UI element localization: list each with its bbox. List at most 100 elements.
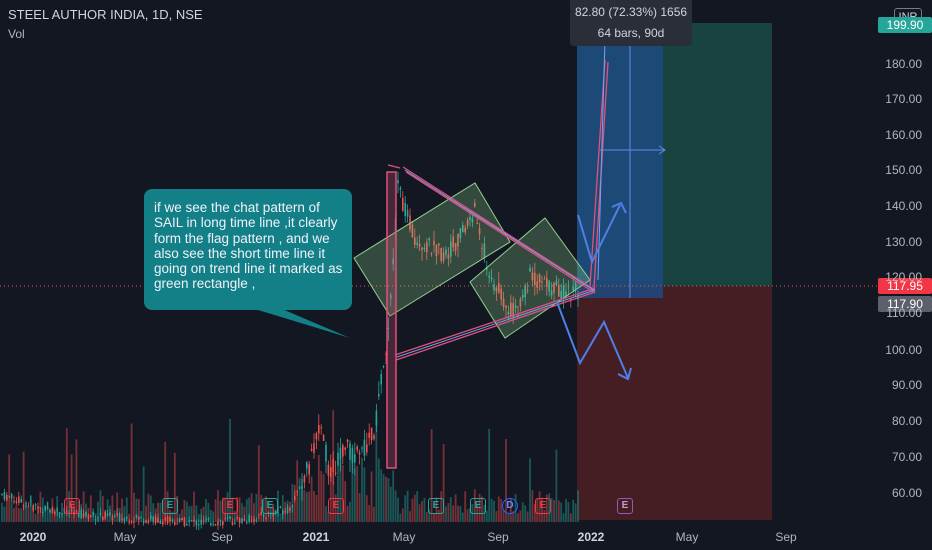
volume-bar bbox=[461, 512, 464, 522]
volume-bar bbox=[493, 500, 495, 522]
price-tick: 180.00 bbox=[885, 57, 922, 71]
volume-bar bbox=[387, 478, 390, 522]
candle-body bbox=[217, 521, 219, 526]
candle-body bbox=[291, 505, 294, 508]
candle-body bbox=[126, 517, 128, 519]
earnings-marker[interactable]: E bbox=[162, 498, 178, 514]
volume-bar bbox=[101, 495, 104, 522]
candle-body bbox=[22, 506, 25, 508]
candle-body bbox=[550, 290, 553, 296]
candle-body bbox=[157, 517, 159, 523]
candle-body bbox=[423, 248, 426, 250]
volume-bar bbox=[140, 510, 143, 522]
volume-bar bbox=[572, 499, 575, 522]
candle-body bbox=[97, 517, 99, 519]
volume-bar bbox=[130, 423, 133, 522]
earnings-marker[interactable]: E bbox=[328, 498, 344, 514]
volume-bar bbox=[44, 511, 47, 522]
candle-body bbox=[402, 198, 404, 211]
candle-body bbox=[30, 500, 32, 502]
volume-bar bbox=[375, 418, 378, 522]
volume-bar bbox=[555, 449, 558, 522]
volume-bar bbox=[142, 466, 145, 522]
candle-body bbox=[334, 472, 337, 474]
volume-bar bbox=[541, 497, 543, 522]
volume-bar bbox=[548, 493, 551, 522]
candle-body bbox=[490, 277, 493, 280]
candle-body bbox=[572, 287, 574, 291]
earnings-marker[interactable]: E bbox=[617, 498, 633, 514]
dividend-marker[interactable]: D bbox=[502, 498, 518, 514]
candle-body bbox=[406, 210, 409, 217]
symbol-title: STEEL AUTHOR INDIA, 1D, NSE bbox=[8, 7, 203, 22]
volume-bar bbox=[27, 507, 30, 522]
candle-body bbox=[560, 291, 562, 300]
volume-bar bbox=[521, 502, 524, 522]
candle-body bbox=[219, 520, 222, 522]
volume-bar bbox=[325, 506, 327, 522]
earnings-marker[interactable]: E bbox=[470, 498, 486, 514]
volume-bar bbox=[315, 494, 318, 522]
volume-bar bbox=[473, 489, 476, 522]
volume-bar bbox=[353, 468, 356, 522]
volume-bar bbox=[265, 496, 267, 522]
earnings-marker[interactable]: E bbox=[535, 498, 551, 514]
candle-body bbox=[450, 241, 452, 257]
earnings-marker[interactable]: E bbox=[222, 498, 238, 514]
candle-body bbox=[34, 504, 37, 506]
volume-bar bbox=[560, 502, 563, 522]
volume-bar bbox=[543, 509, 546, 522]
candle-body bbox=[140, 516, 142, 518]
earnings-marker[interactable]: E bbox=[428, 498, 444, 514]
candle-body bbox=[231, 522, 234, 525]
candle-body bbox=[390, 294, 392, 299]
candle-body bbox=[186, 524, 188, 526]
candle-body bbox=[478, 228, 481, 234]
volume-bar bbox=[195, 505, 198, 522]
volume-bar bbox=[435, 497, 438, 522]
price-tick: 170.00 bbox=[885, 92, 922, 106]
earnings-marker[interactable]: E bbox=[64, 498, 80, 514]
candle-body bbox=[94, 519, 97, 521]
volume-bar bbox=[250, 493, 253, 522]
candle-body bbox=[152, 516, 154, 522]
volume-bar bbox=[497, 496, 500, 522]
candle-body bbox=[418, 244, 421, 247]
volume-bar bbox=[29, 495, 32, 522]
candle-body bbox=[90, 515, 92, 518]
candle-body bbox=[325, 444, 327, 462]
candle-body bbox=[238, 517, 241, 523]
candle-body bbox=[147, 520, 150, 523]
earnings-marker[interactable]: E bbox=[262, 498, 278, 514]
candle-body bbox=[301, 485, 303, 489]
candle-body bbox=[200, 519, 202, 525]
candle-body bbox=[289, 507, 291, 511]
volume-bar bbox=[39, 491, 42, 522]
volume-bar bbox=[13, 508, 15, 522]
green-rectangle-long bbox=[353, 182, 511, 317]
volume-bar bbox=[574, 503, 577, 522]
volume-bar bbox=[212, 511, 215, 522]
volume-bar bbox=[224, 497, 227, 522]
time-tick: Sep bbox=[775, 530, 797, 544]
candle-body bbox=[3, 491, 6, 500]
volume-bar bbox=[281, 495, 284, 522]
candle-body bbox=[313, 443, 315, 453]
volume-bar bbox=[82, 491, 85, 522]
candle-body bbox=[87, 514, 90, 520]
last-price-tag: 117.95 bbox=[878, 278, 932, 294]
candle-body bbox=[495, 287, 498, 292]
candle-body bbox=[246, 522, 248, 524]
annotation-callout[interactable]: if we see the chat pattern of SAIL in lo… bbox=[144, 189, 352, 310]
volume-bar bbox=[274, 509, 277, 522]
volume-bar bbox=[517, 513, 519, 522]
volume-bar bbox=[421, 501, 423, 522]
candle-body bbox=[565, 291, 567, 297]
volume-bar bbox=[25, 502, 27, 522]
volume-bar bbox=[425, 511, 428, 522]
volume-bar bbox=[70, 454, 73, 522]
candle-body bbox=[342, 445, 344, 457]
candle-body bbox=[306, 462, 308, 469]
